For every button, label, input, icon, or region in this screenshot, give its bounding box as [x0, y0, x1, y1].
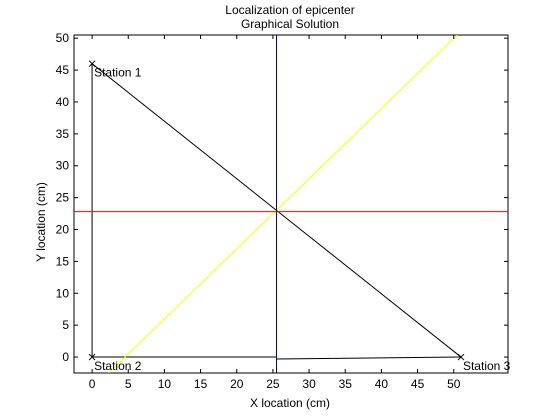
chart-title: Localization of epicenter [225, 3, 354, 17]
x-tick-label: 50 [447, 377, 461, 391]
station-1-marker [88, 60, 96, 68]
y-tick-label: 45 [56, 63, 70, 77]
x-axis: 0 5 10 15 20 25 30 35 40 45 50 [89, 35, 461, 391]
y-tick-label: 25 [56, 191, 70, 205]
y-tick-label: 40 [56, 95, 70, 109]
x-tick-label: 45 [411, 377, 425, 391]
x-tick-label: 40 [375, 377, 389, 391]
plot-area [73, 34, 509, 374]
y-tick-label: 0 [62, 350, 69, 364]
series-line-3 [276, 356, 461, 360]
station-3-label: Station 3 [463, 359, 511, 373]
y-tick-label: 5 [62, 318, 69, 332]
y-tick-label: 35 [56, 127, 70, 141]
station-layer: Station 1 Station 2 Station 3 [88, 60, 511, 373]
x-tick-label: 5 [125, 377, 132, 391]
x-tick-label: 10 [158, 377, 172, 391]
x-tick-label: 0 [89, 377, 96, 391]
y-tick-label: 30 [56, 159, 70, 173]
station-2-label: Station 2 [94, 359, 142, 373]
x-tick-label: 35 [339, 377, 353, 391]
series-line-5 [108, 35, 458, 373]
y-axis: 0 5 10 15 20 25 30 35 40 45 50 [56, 31, 508, 364]
y-axis-label: Y location (cm) [34, 182, 48, 262]
chart-subtitle: Graphical Solution [241, 17, 339, 31]
station-1-label: Station 1 [94, 66, 142, 80]
x-axis-label: X location (cm) [250, 396, 330, 410]
y-tick-label: 20 [56, 223, 70, 237]
y-tick-label: 50 [56, 31, 70, 45]
station-3-marker [457, 353, 465, 361]
x-tick-label: 20 [230, 377, 244, 391]
y-tick-label: 15 [56, 254, 70, 268]
y-tick-label: 10 [56, 286, 70, 300]
x-tick-label: 25 [266, 377, 280, 391]
x-tick-label: 30 [302, 377, 316, 391]
series-layer [74, 35, 508, 373]
x-tick-label: 15 [194, 377, 208, 391]
station-2-marker [88, 353, 96, 361]
